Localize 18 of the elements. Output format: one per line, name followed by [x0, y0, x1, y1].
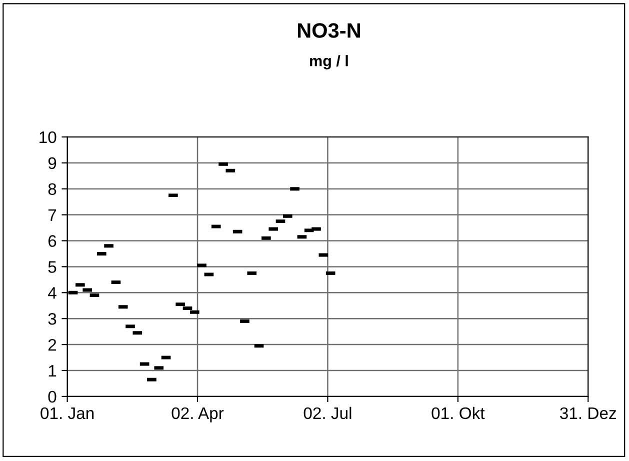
y-tick-label: 7 — [48, 209, 56, 221]
y-tick-label: 6 — [48, 235, 56, 247]
chart-title: NO3-N — [298, 23, 360, 38]
y-tick-label: 3 — [48, 313, 56, 325]
y-tick-label: 2 — [48, 338, 56, 351]
x-tick-label: 01. Okt — [432, 406, 485, 420]
y-tick-label: 8 — [48, 183, 56, 196]
y-tick-label: 0 — [48, 390, 56, 403]
y-tick-label: 1 — [48, 365, 56, 377]
x-tick-label: 31. Dez — [560, 407, 616, 420]
chart-subtitle: mg / l — [310, 55, 348, 70]
y-tick-label: 9 — [48, 157, 56, 170]
y-tick-label: 4 — [48, 287, 56, 299]
x-tick-label: 02. Apr — [172, 407, 224, 422]
x-tick-label: 01. Jan — [40, 407, 94, 420]
x-tick-label: 02. Jul — [304, 406, 352, 420]
y-tick-label: 10 — [40, 131, 56, 144]
y-tick-label: 5 — [48, 261, 56, 273]
